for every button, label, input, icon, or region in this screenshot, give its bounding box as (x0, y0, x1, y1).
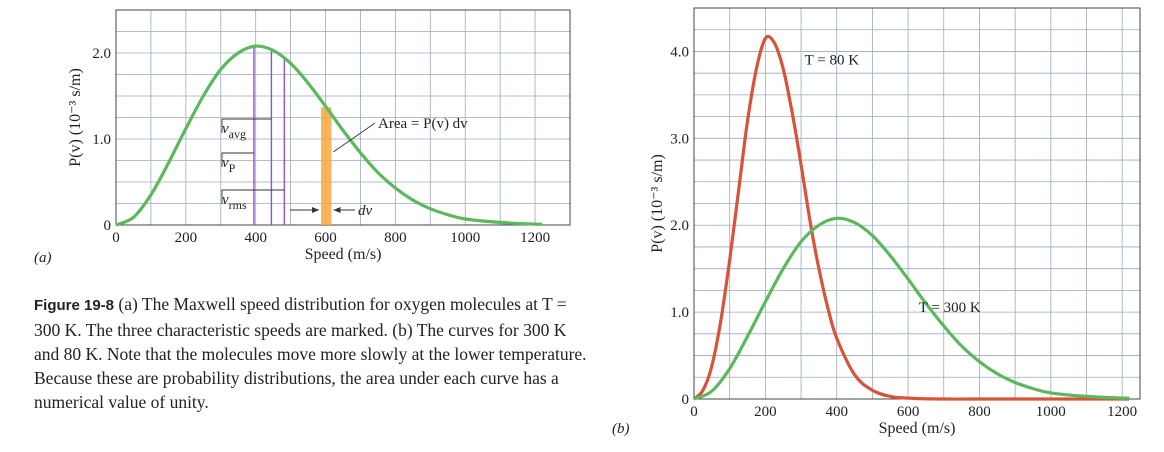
x-axis-label: Speed (m/s) (305, 246, 382, 263)
x-tick-label: 0 (112, 230, 120, 246)
plot-frame (115, 9, 571, 226)
y-tick-label: 0 (682, 392, 690, 408)
curve-label-300k: T = 300 K (919, 300, 981, 316)
y-tick-label: 1.0 (92, 132, 111, 148)
x-tick-label: 1000 (450, 230, 480, 246)
y-tick-label: 4.0 (670, 44, 689, 60)
curve-label-80k: T = 80 K (805, 52, 860, 68)
x-axis-label: Speed (m/s) (879, 420, 956, 437)
marker-sub: P (229, 161, 236, 175)
marker-label-rms: vrms (222, 192, 247, 212)
y-axis-label: P(v) (10⁻³ s/m) (649, 154, 666, 253)
dv-arrowhead-left (311, 207, 319, 213)
area-leader (333, 122, 376, 153)
x-tick-label: 600 (314, 230, 337, 246)
marker-leader (221, 152, 254, 167)
dv-arrowhead-right (333, 207, 341, 213)
x-tick-label: 1200 (520, 230, 550, 246)
y-tick-label: 3.0 (670, 131, 689, 147)
caption-text: (a) The Maxwell speed distribution for o… (34, 294, 587, 412)
x-tick-label: 400 (825, 404, 848, 420)
y-tick-label: 2.0 (92, 46, 111, 62)
x-tick-label: 600 (897, 404, 920, 420)
series-line-80k (692, 34, 1130, 401)
y-tick-label: 2.0 (670, 218, 689, 234)
series-line-300k (693, 216, 1130, 401)
chart-panel-b: 0 200 400 600 800 1000 1200 0 1.0 2.0 3.0 4.0 Speed … (612, 7, 1141, 437)
grid (693, 7, 1140, 400)
figure-label: Figure 19-8 (34, 297, 115, 314)
marker-label-P: vP (222, 155, 236, 175)
x-tick-label: 1000 (1036, 404, 1066, 420)
panel-label: (b) (612, 421, 630, 437)
marker-leader (221, 118, 272, 133)
x-tick-label: 0 (690, 404, 698, 420)
x-tick-label: 200 (754, 404, 777, 420)
marker-sub: rms (229, 198, 247, 212)
chart-panel-a: 0 200 400 600 800 1000 1200 0 1.0 2.0 Speed (m/s) P… (34, 9, 571, 266)
marker-sub: avg (229, 127, 246, 141)
dv-label: dv (358, 203, 373, 219)
y-axis-label: P(v) (10⁻³ s/m) (67, 68, 84, 167)
y-tick-label: 1.0 (670, 305, 689, 321)
panel-label: (a) (34, 250, 52, 266)
figure-caption: Figure 19-8 (a) The Maxwell speed distri… (34, 292, 594, 414)
grid (115, 9, 571, 226)
x-tick-label: 800 (384, 230, 407, 246)
x-tick-label: 400 (244, 230, 267, 246)
x-tick-label: 200 (175, 230, 198, 246)
x-tick-label: 800 (968, 404, 991, 420)
x-tick-label: 1200 (1107, 404, 1137, 420)
marker-leader (221, 189, 285, 204)
series-line-300k (115, 44, 543, 227)
marker-label-avg: vavg (222, 121, 246, 141)
area-strip (320, 107, 332, 225)
y-tick-label: 0 (104, 218, 112, 234)
area-label: Area = P(v) dv (378, 116, 468, 132)
